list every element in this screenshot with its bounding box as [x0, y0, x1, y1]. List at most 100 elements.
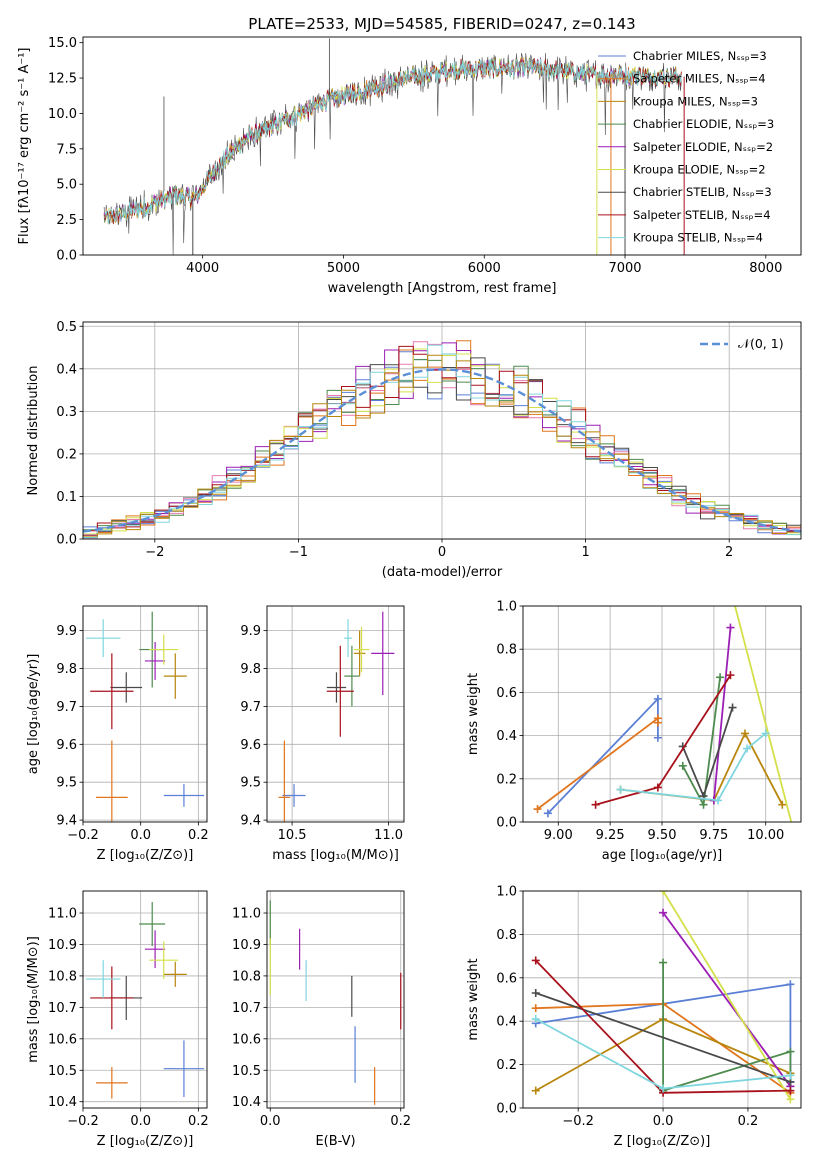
y-tick-label: 9.6: [240, 738, 261, 753]
plot-area: [269, 900, 402, 1105]
x-tick-label: 0.2: [738, 1114, 759, 1129]
legend-label: Salpeter STELIB, Nₛₛₚ=4: [633, 208, 771, 222]
weight-marker: [786, 1095, 795, 1104]
weight-marker: [659, 958, 668, 967]
y-tick-label: 12.5: [48, 72, 77, 87]
weight-marker: [761, 729, 770, 738]
y-tick-label: 10.9: [232, 938, 261, 953]
x-axis-label: age [log₁₀(age/yr)]: [602, 848, 723, 863]
weight-marker: [786, 1086, 795, 1095]
normal-curve: [83, 368, 801, 533]
y-tick-label: 0.6: [496, 686, 517, 701]
weight-marker: [653, 733, 662, 742]
legend: Chabrier MILES, Nₛₛₚ=3 Salpeter MILES, Nₛ…: [598, 49, 774, 245]
y-tick-label: 9.8: [240, 662, 261, 677]
x-tick-label: −0.2: [67, 1114, 99, 1129]
weight-marker: [699, 800, 708, 809]
x-tick-label: 0.0: [130, 828, 151, 843]
panel-2: −2 −1 0 1 2 0.0 0.1 0.2 0.3 0.4 0.5 (data-model)/er…: [26, 320, 802, 580]
x-tick-label: 2: [725, 545, 733, 560]
y-tick-label: 9.4: [56, 814, 77, 829]
y-axis-label: Normed distribution: [26, 366, 41, 496]
weight-marker: [678, 761, 687, 770]
weight-marker: [616, 785, 625, 794]
weight-marker: [653, 783, 662, 792]
weight-marker: [743, 744, 752, 753]
legend-label: Chabrier ELODIE, Nₛₛₚ=3: [633, 117, 774, 131]
legend-label: Salpeter ELODIE, Nₛₛₚ=2: [633, 140, 773, 154]
plot-frame: [82, 36, 802, 256]
y-axis-label: age [log₁₀(age/yr)]: [26, 654, 41, 775]
plot-area: [85, 902, 205, 1099]
spectrum-line: [103, 58, 682, 225]
weight-line: [662, 912, 792, 1087]
weight-marker: [716, 673, 725, 682]
y-tick-label: 0.0: [56, 533, 77, 548]
weight-line: [620, 732, 767, 802]
y-tick-label: 9.7: [240, 700, 261, 715]
y-tick-label: 0.0: [56, 249, 77, 264]
legend-label: Kroupa ELODIE, Nₛₛₚ=2: [633, 163, 766, 177]
weight-line: [734, 606, 793, 822]
x-axis-label: Z [log₁₀(Z/Z⊙)]: [97, 848, 194, 863]
y-axis-label: Flux [fλ10⁻¹⁷ erg cm⁻² s⁻¹ A⁻¹]: [17, 48, 32, 245]
y-tick-label: 1.0: [496, 885, 517, 900]
panel-3: −0.2 0.0 0.2 9.4 9.5 9.6 9.7 9.8 9.9 Z [log₁₀(Z/Z…: [26, 605, 209, 863]
weight-marker: [591, 800, 600, 809]
y-tick-label: 0.0: [496, 816, 517, 831]
weight-marker: [726, 585, 734, 593]
y-tick-label: 10.6: [232, 1032, 261, 1047]
y-tick-label: 10.5: [232, 1064, 261, 1079]
panel-8: −0.2 0.0 0.2 0.0 0.2 0.4 0.6 0.8 1.0 Z [log₁₀(Z/Z…: [466, 885, 802, 1149]
x-tick-label: 1: [581, 545, 589, 560]
weight-marker: [531, 1015, 540, 1024]
y-tick-label: 0.8: [496, 928, 517, 943]
x-tick-label: 10.5: [278, 828, 307, 843]
x-tick-label: −0.2: [67, 828, 99, 843]
plot-frame: [266, 890, 405, 1109]
y-tick-label: 11.0: [48, 907, 77, 922]
y-tick-label: 10.0: [48, 107, 77, 122]
y-tick-label: 10.4: [232, 1095, 261, 1110]
x-tick-label: 9.75: [699, 828, 728, 843]
x-tick-label: 0.2: [188, 1114, 209, 1129]
x-axis-label: (data-model)/error: [382, 565, 503, 580]
x-tick-label: 5000: [327, 261, 360, 276]
weight-marker: [531, 956, 540, 965]
y-tick-label: 0.4: [56, 362, 77, 377]
x-axis-label: wavelength [Angstrom, rest frame]: [328, 281, 557, 296]
y-tick-label: 10.7: [48, 1001, 77, 1016]
plot-frame: [522, 890, 802, 1109]
plot-area: [531, 891, 795, 1104]
x-tick-label: 0.0: [260, 1114, 281, 1129]
y-tick-label: 9.8: [56, 662, 77, 677]
y-tick-label: 10.8: [48, 969, 77, 984]
weight-marker: [786, 1047, 795, 1056]
y-tick-label: 10.7: [232, 1001, 261, 1016]
plot-frame: [82, 605, 208, 823]
x-tick-label: 4000: [186, 261, 219, 276]
weight-line: [662, 962, 792, 1092]
plot-area: [83, 340, 801, 539]
x-tick-label: −0.2: [562, 1114, 594, 1129]
y-tick-label: 0.5: [56, 320, 77, 335]
plot-area: [278, 611, 395, 822]
y-tick-label: 0.4: [496, 729, 517, 744]
x-tick-label: 9.25: [596, 828, 625, 843]
x-tick-label: 7000: [608, 261, 641, 276]
panel-4: 10.5 11.0 9.4 9.5 9.6 9.7 9.8 9.9 mass [log₁₀(M/…: [240, 605, 405, 863]
y-tick-label: 10.4: [48, 1095, 77, 1110]
y-tick-label: 0.4: [496, 1015, 517, 1030]
weight-line: [595, 674, 732, 806]
y-tick-label: 0.8: [496, 643, 517, 658]
weight-marker: [726, 671, 735, 680]
x-axis-label: mass [log₁₀(M/M⊙)]: [272, 848, 399, 863]
legend-label: Salpeter MILES, Nₛₛₚ=4: [633, 72, 766, 86]
x-axis-label: E(B-V): [315, 1134, 355, 1149]
x-tick-label: 0.0: [130, 1114, 151, 1129]
panel-5: 9.00 9.25 9.50 9.75 10.00 0.0 0.2 0.4 0.6 0.8 1.0 a…: [466, 585, 802, 863]
plot-frame: [522, 605, 802, 823]
y-tick-label: 0.2: [56, 447, 77, 462]
y-tick-label: 9.7: [56, 700, 77, 715]
